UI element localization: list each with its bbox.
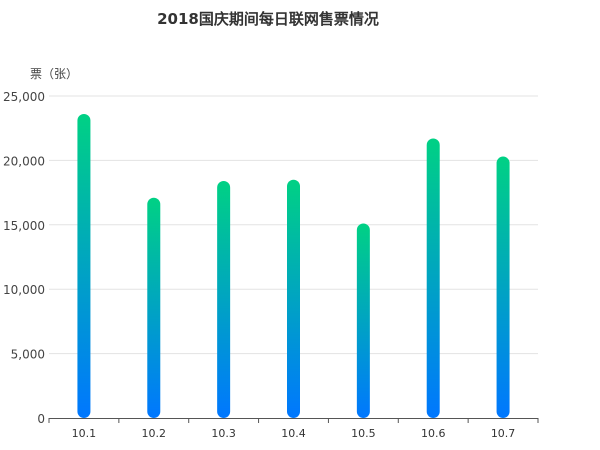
x-tick-label: 10.4 [281,427,306,440]
y-tick-label: 0 [37,412,45,426]
bar-10.2 [147,197,161,418]
x-tick-label: 10.2 [142,427,167,440]
y-tick-label: 10,000 [3,283,45,297]
x-tick-label: 10.3 [211,427,236,440]
y-tick-label: 5,000 [11,348,45,362]
y-axis-label: 票（张） [30,67,78,81]
bar-10.7 [496,156,510,418]
x-tick-label: 10.5 [351,427,376,440]
bar-10.3 [217,181,231,418]
bar-10.6 [426,138,440,418]
x-tick-label: 10.6 [421,427,446,440]
chart-title: 2018国庆期间每日联网售票情况 [157,10,379,28]
y-tick-label: 25,000 [3,90,45,104]
x-tick-label: 10.1 [72,427,97,440]
bar-10.1 [77,114,91,419]
y-tick-label: 15,000 [3,219,45,233]
bar-10.4 [287,179,300,418]
y-tick-label: 20,000 [3,154,45,168]
bar-10.5 [356,223,370,418]
x-tick-label: 10.7 [491,427,516,440]
